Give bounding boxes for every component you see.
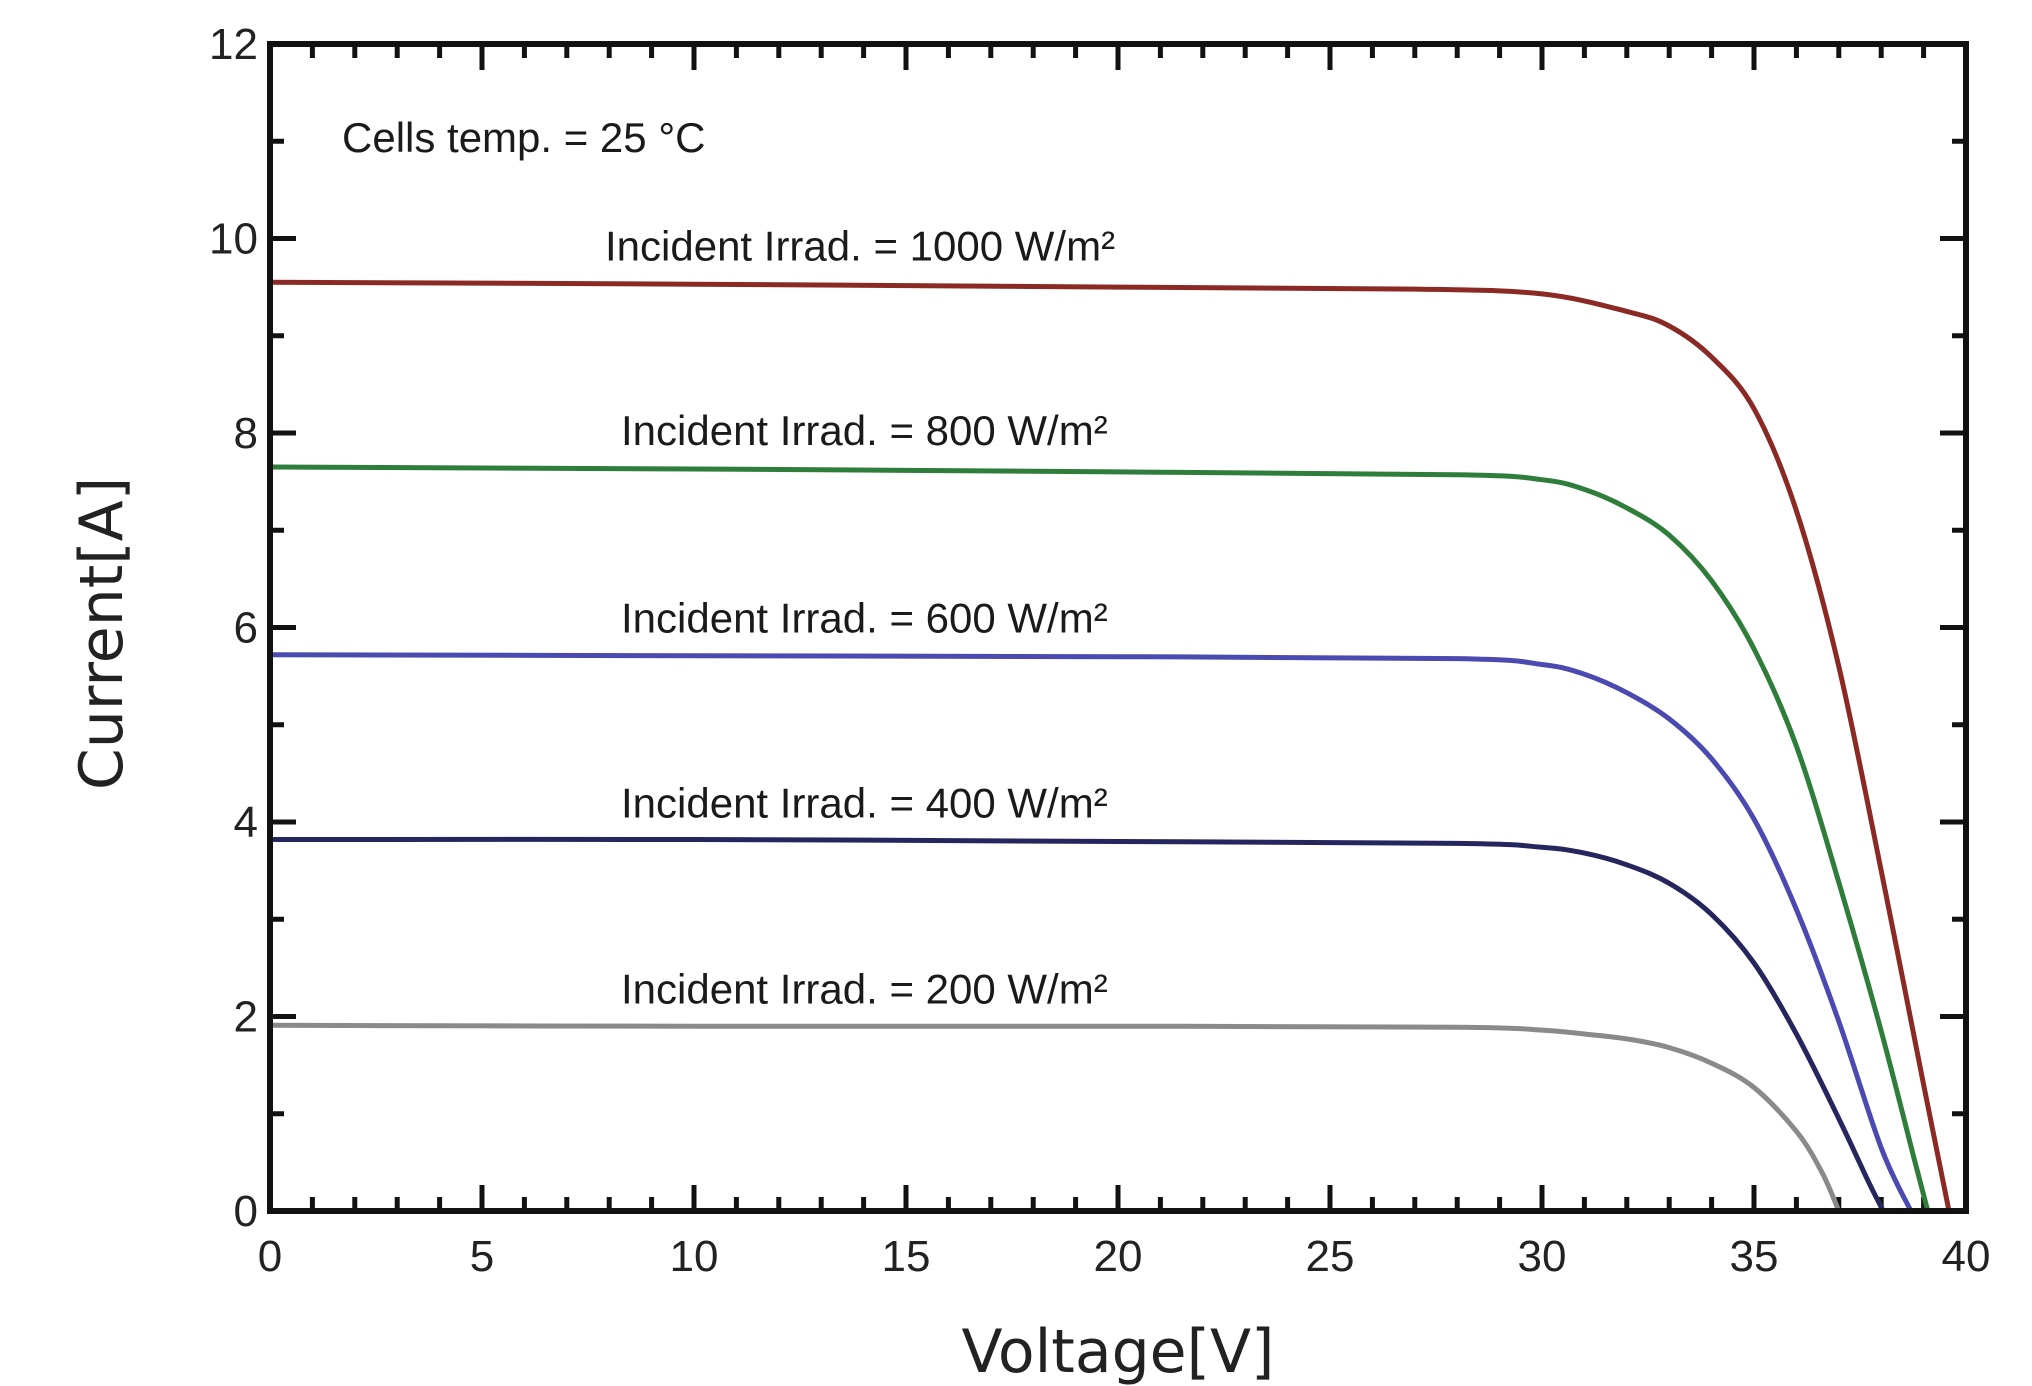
series-line-0 (267, 279, 1952, 1214)
plot-frame (267, 41, 1969, 1214)
series-line-2 (267, 652, 1914, 1214)
tick-labels: 0 5 10 15 20 25 30 35 40 0 2 4 6 8 10 12 (209, 20, 1990, 1281)
y-axis-title: Current[A] (67, 477, 137, 790)
y-tick-label: 12 (209, 20, 258, 69)
x-tick-label: 20 (1094, 1232, 1143, 1281)
y-tick-label: 6 (234, 604, 258, 653)
y-tick-label: 4 (234, 798, 258, 847)
x-tick-label: 5 (470, 1232, 494, 1281)
x-tick-label: 10 (670, 1232, 719, 1281)
cells-temp-annotation: Cells temp. = 25 °C (342, 114, 705, 161)
x-tick-label: 35 (1730, 1232, 1779, 1281)
y-tick-label: 8 (234, 409, 258, 458)
y-tick-label: 0 (234, 1187, 258, 1236)
axis-ticks (267, 41, 1969, 1214)
y-tick-label: 2 (234, 993, 258, 1042)
series-label-4: Incident Irrad. = 200 W/m² (621, 965, 1108, 1012)
x-tick-label: 15 (882, 1232, 931, 1281)
series-label-3: Incident Irrad. = 400 W/m² (621, 780, 1108, 827)
y-tick-label: 10 (209, 215, 258, 264)
x-tick-label: 30 (1518, 1232, 1567, 1281)
series-label-1: Incident Irrad. = 800 W/m² (621, 407, 1108, 454)
series-line-1 (267, 464, 1931, 1214)
series-lines (267, 279, 1952, 1214)
x-axis-title: Voltage[V] (962, 1317, 1275, 1386)
series-label-0: Incident Irrad. = 1000 W/m² (605, 222, 1115, 269)
x-tick-label: 25 (1306, 1232, 1355, 1281)
x-tick-label: 0 (258, 1232, 282, 1281)
series-label-2: Incident Irrad. = 600 W/m² (621, 595, 1108, 642)
series-line-4 (267, 1022, 1842, 1214)
x-tick-label: 40 (1942, 1232, 1991, 1281)
annotations: Cells temp. = 25 °C Incident Irrad. = 100… (342, 114, 1115, 1012)
series-line-3 (267, 836, 1886, 1214)
